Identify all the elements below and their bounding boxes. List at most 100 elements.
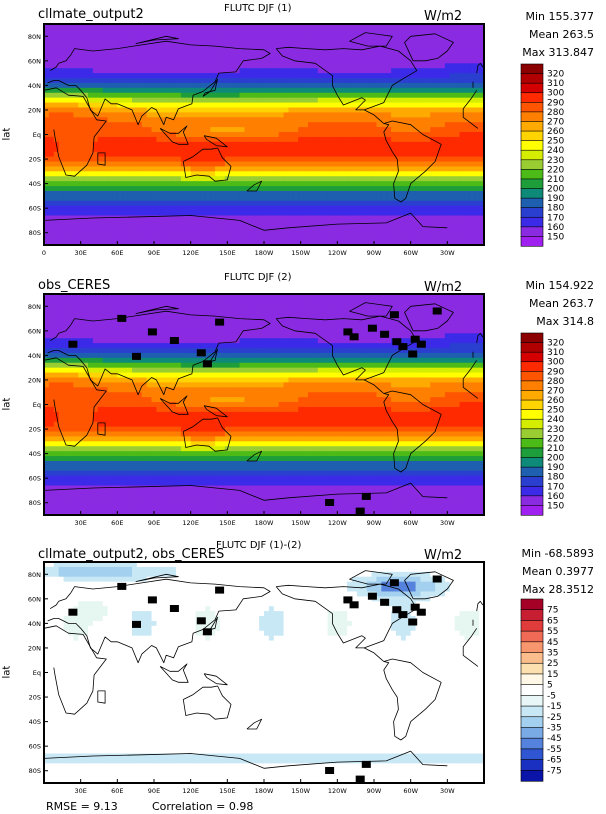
field-cell <box>361 43 368 50</box>
field-cell <box>327 225 333 231</box>
field-cell <box>391 323 397 329</box>
field-cell <box>210 68 216 74</box>
colorbar-swatch <box>520 149 544 161</box>
field-cell <box>264 333 270 339</box>
field-cell <box>166 97 172 104</box>
field-cell <box>469 220 475 226</box>
field-cell <box>200 220 206 226</box>
field-cell <box>132 230 138 236</box>
field-cell <box>112 112 118 118</box>
field-cell <box>469 230 475 236</box>
field-cell <box>122 333 128 339</box>
field-cell <box>415 190 421 197</box>
field-cell <box>278 68 285 74</box>
field-cell <box>58 166 65 172</box>
field-cell <box>249 235 255 241</box>
field-cell <box>205 235 211 241</box>
field-cell <box>337 328 343 334</box>
field-cell <box>136 68 143 74</box>
field-cell <box>122 53 128 59</box>
field-cell <box>356 127 363 133</box>
field-cell <box>459 220 465 226</box>
field-cell <box>171 87 177 94</box>
field-cell <box>327 63 333 69</box>
field-cell <box>410 318 417 324</box>
field-cell <box>264 156 270 163</box>
field-cell <box>44 240 50 246</box>
field-cell <box>107 186 113 192</box>
field-cell <box>425 156 431 163</box>
field-cell <box>420 240 426 246</box>
field-cell <box>449 63 456 69</box>
field-cell <box>151 151 157 158</box>
field-cell <box>48 298 55 305</box>
field-cell <box>254 171 260 177</box>
field-cell <box>308 176 314 182</box>
field-cell <box>176 294 182 300</box>
field-cell <box>264 127 270 133</box>
field-cell <box>449 146 456 153</box>
field-cell <box>166 235 172 241</box>
field-cell <box>229 146 236 153</box>
field-cell <box>97 303 104 310</box>
field-cell <box>342 117 348 123</box>
field-cell <box>166 186 172 192</box>
field-cell <box>405 43 412 50</box>
field-cell <box>347 225 353 231</box>
field-cell <box>410 171 417 177</box>
field-cell <box>92 195 99 202</box>
field-cell <box>435 38 441 45</box>
field-cell <box>298 38 304 45</box>
field-cell <box>195 136 201 143</box>
field-cell <box>136 215 143 221</box>
field-cell <box>63 176 69 182</box>
field-cell <box>337 323 343 329</box>
field-cell <box>317 298 324 305</box>
field-cell <box>83 132 89 138</box>
field-cell <box>136 92 143 99</box>
field-cell <box>127 33 133 40</box>
field-cell <box>244 122 250 128</box>
field-cell <box>205 298 211 305</box>
field-cell <box>195 132 201 138</box>
field-cell <box>117 190 123 197</box>
field-cell <box>161 294 167 300</box>
field-cell <box>356 323 363 329</box>
field-cell <box>117 205 123 212</box>
field-cell <box>444 24 451 30</box>
field-cell <box>459 308 465 315</box>
field-cell <box>283 78 289 84</box>
field-cell <box>107 333 113 339</box>
field-cell <box>298 33 304 40</box>
field-cell <box>376 68 382 74</box>
field-cell <box>430 205 436 212</box>
field-cell <box>308 78 314 84</box>
field-cell <box>337 63 343 69</box>
field-cell <box>44 318 50 324</box>
field-cell <box>58 24 65 30</box>
field-cell <box>288 102 294 108</box>
field-cell <box>107 82 113 89</box>
field-cell <box>48 176 55 182</box>
field-cell <box>298 97 304 104</box>
field-cell <box>244 176 250 182</box>
field-cell <box>180 38 187 45</box>
field-cell <box>293 235 299 241</box>
field-cell <box>58 225 65 231</box>
field-cell <box>405 136 412 143</box>
field-cell <box>327 141 333 148</box>
field-cell <box>171 53 177 59</box>
field-cell <box>166 313 172 320</box>
field-cell <box>224 58 231 64</box>
field-cell <box>352 215 358 221</box>
field-cell <box>185 107 192 113</box>
field-cell <box>293 73 299 79</box>
field-cell <box>327 176 333 182</box>
field-cell <box>249 102 255 108</box>
field-cell <box>459 53 465 59</box>
field-cell <box>303 176 309 182</box>
field-cell <box>264 190 270 197</box>
field-cell <box>347 28 353 35</box>
field-cell <box>254 190 260 197</box>
field-cell <box>132 294 138 300</box>
